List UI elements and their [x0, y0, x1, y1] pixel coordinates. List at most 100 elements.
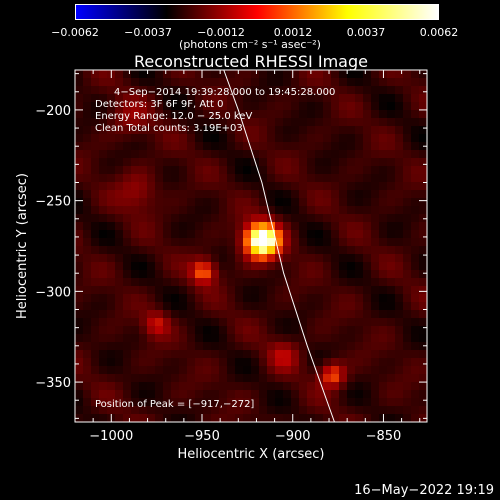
heatmap-cell — [403, 166, 412, 175]
heatmap-cell — [211, 382, 220, 391]
heatmap-cell — [331, 262, 340, 271]
heatmap-cell — [131, 302, 140, 311]
heatmap-cell — [323, 174, 332, 183]
heatmap-cell — [243, 230, 252, 239]
heatmap-cell — [75, 78, 84, 87]
heatmap-cell — [387, 206, 396, 215]
heatmap-cell — [139, 382, 148, 391]
heatmap-cell — [107, 214, 116, 223]
heatmap-cell — [115, 142, 124, 151]
heatmap-cell — [99, 382, 108, 391]
heatmap-cell — [83, 230, 92, 239]
heatmap-cell — [419, 150, 428, 159]
heatmap-cell — [139, 174, 148, 183]
heatmap-cell — [387, 150, 396, 159]
heatmap-cell — [235, 294, 244, 303]
heatmap-cell — [83, 382, 92, 391]
heatmap-cell — [403, 102, 412, 111]
heatmap-cell — [331, 70, 340, 79]
heatmap-cell — [419, 310, 428, 319]
heatmap-cell — [411, 118, 420, 127]
heatmap-cell — [371, 238, 380, 247]
heatmap-cell — [419, 206, 428, 215]
heatmap-cell — [227, 358, 236, 367]
heatmap-cell — [347, 86, 356, 95]
heatmap-cell — [267, 214, 276, 223]
heatmap-cell — [195, 350, 204, 359]
heatmap-cell — [227, 230, 236, 239]
heatmap-cell — [131, 262, 140, 271]
heatmap-cell — [171, 134, 180, 143]
heatmap-cell — [75, 198, 84, 207]
heatmap-cell — [259, 398, 268, 407]
heatmap-cell — [179, 158, 188, 167]
heatmap-cell — [227, 78, 236, 87]
heatmap-cell — [115, 102, 124, 111]
heatmap-cell — [75, 102, 84, 111]
heatmap-cell — [235, 230, 244, 239]
heatmap-cell — [147, 406, 156, 415]
heatmap-cell — [291, 318, 300, 327]
heatmap-cell — [203, 134, 212, 143]
heatmap-cell — [387, 342, 396, 351]
heatmap-cell — [131, 270, 140, 279]
heatmap-cell — [115, 358, 124, 367]
heatmap-cell — [283, 310, 292, 319]
heatmap-cell — [379, 246, 388, 255]
heatmap-cell — [371, 118, 380, 127]
heatmap-cell — [307, 366, 316, 375]
heatmap-cell — [363, 198, 372, 207]
heatmap-cell — [411, 182, 420, 191]
heatmap-cell — [379, 134, 388, 143]
heatmap-cell — [283, 102, 292, 111]
heatmap-cell — [339, 414, 348, 423]
heatmap-cell — [299, 310, 308, 319]
heatmap-cell — [123, 350, 132, 359]
heatmap-cell — [339, 294, 348, 303]
heatmap-cell — [99, 182, 108, 191]
heatmap-cell — [227, 398, 236, 407]
heatmap-cell — [419, 78, 428, 87]
heatmap-cell — [99, 86, 108, 95]
heatmap-cell — [235, 350, 244, 359]
heatmap-cell — [131, 326, 140, 335]
heatmap-cell — [403, 270, 412, 279]
heatmap-cell — [99, 206, 108, 215]
heatmap-cell — [307, 254, 316, 263]
heatmap-cell — [163, 190, 172, 199]
heatmap-cell — [355, 174, 364, 183]
heatmap-cell — [219, 334, 228, 343]
heatmap-cell — [139, 166, 148, 175]
heatmap-cell — [99, 286, 108, 295]
heatmap-cell — [83, 110, 92, 119]
heatmap-cell — [267, 158, 276, 167]
heatmap-cell — [91, 254, 100, 263]
heatmap-cell — [339, 214, 348, 223]
heatmap-cell — [163, 326, 172, 335]
heatmap-cell — [291, 214, 300, 223]
heatmap-cell — [363, 174, 372, 183]
heatmap-cell — [211, 350, 220, 359]
heatmap-cell — [235, 374, 244, 383]
heatmap-cell — [275, 150, 284, 159]
heatmap-cell — [203, 342, 212, 351]
heatmap-cell — [203, 118, 212, 127]
heatmap-cell — [387, 414, 396, 423]
heatmap-cell — [83, 150, 92, 159]
heatmap-cell — [355, 358, 364, 367]
heatmap-cell — [227, 214, 236, 223]
heatmap-cell — [99, 414, 108, 423]
heatmap-cell — [243, 70, 252, 79]
heatmap-cell — [107, 358, 116, 367]
heatmap-cell — [267, 118, 276, 127]
heatmap-cell — [275, 190, 284, 199]
heatmap-cell — [123, 198, 132, 207]
heatmap-cell — [171, 110, 180, 119]
heatmap-cell — [339, 118, 348, 127]
heatmap-cell — [387, 222, 396, 231]
heatmap-cell — [299, 222, 308, 231]
heatmap-cell — [123, 238, 132, 247]
heatmap-cell — [219, 366, 228, 375]
heatmap-cell — [163, 86, 172, 95]
heatmap-cell — [347, 198, 356, 207]
